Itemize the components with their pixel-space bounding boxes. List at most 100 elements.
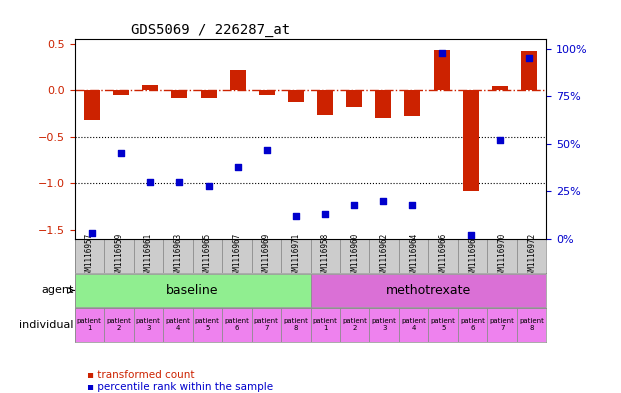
Text: patient
5: patient 5 [431,318,456,331]
Text: GSM1116958: GSM1116958 [321,233,330,279]
Text: GSM1116963: GSM1116963 [173,233,182,279]
Text: patient
1: patient 1 [313,318,338,331]
Text: patient
2: patient 2 [106,318,131,331]
Text: patient
1: patient 1 [77,318,102,331]
Bar [521,51,537,90]
FancyBboxPatch shape [281,308,310,342]
Text: patient
6: patient 6 [224,318,249,331]
Text: patient
8: patient 8 [283,318,308,331]
Text: patient
7: patient 7 [490,318,515,331]
Text: patient
4: patient 4 [401,318,426,331]
Point [407,202,417,208]
Point [175,179,184,185]
Bar [113,90,129,95]
Bar [230,70,246,90]
Text: patient
6: patient 6 [460,318,485,331]
FancyBboxPatch shape [163,239,193,273]
Text: individual: individual [19,320,74,330]
FancyBboxPatch shape [104,239,134,273]
Bar [375,90,391,118]
Text: GSM1116964: GSM1116964 [409,233,418,279]
Text: ▪ transformed count: ▪ transformed count [87,370,194,380]
Text: GSM1116968: GSM1116968 [468,233,477,279]
FancyBboxPatch shape [458,239,487,273]
FancyBboxPatch shape [281,239,310,273]
Point [437,50,446,56]
FancyBboxPatch shape [134,239,163,273]
FancyBboxPatch shape [428,308,458,342]
FancyBboxPatch shape [75,308,104,342]
FancyBboxPatch shape [487,308,517,342]
Text: ▪ percentile rank within the sample: ▪ percentile rank within the sample [87,382,273,392]
FancyBboxPatch shape [75,239,104,273]
Text: GSM1116957: GSM1116957 [85,233,94,279]
Text: GSM1116967: GSM1116967 [232,233,241,279]
Bar [259,90,275,95]
Bar [463,90,479,191]
Text: GSM1116971: GSM1116971 [291,233,300,279]
Text: GSM1116962: GSM1116962 [380,233,389,279]
Text: patient
2: patient 2 [342,318,367,331]
Text: GSM1116960: GSM1116960 [350,233,359,279]
FancyBboxPatch shape [222,308,252,342]
Text: GSM1116969: GSM1116969 [262,233,271,279]
Point [204,183,214,189]
Text: patient
8: patient 8 [519,318,544,331]
Bar [171,90,188,98]
Bar [201,90,217,98]
Point [116,150,126,156]
Bar [142,85,158,90]
FancyBboxPatch shape [487,239,517,273]
FancyBboxPatch shape [517,308,546,342]
Bar [84,90,100,120]
Text: patient
5: patient 5 [195,318,220,331]
Text: agent: agent [42,285,74,296]
Text: baseline: baseline [166,284,219,297]
Text: GDS5069 / 226287_at: GDS5069 / 226287_at [131,23,290,37]
FancyBboxPatch shape [399,239,428,273]
Point [262,147,272,153]
Text: patient
3: patient 3 [372,318,397,331]
Text: GSM1116966: GSM1116966 [439,233,448,279]
Text: patient
7: patient 7 [254,318,279,331]
FancyBboxPatch shape [104,308,134,342]
Bar [404,90,420,116]
Bar [492,86,508,90]
FancyBboxPatch shape [428,239,458,273]
FancyBboxPatch shape [340,239,369,273]
FancyBboxPatch shape [517,239,546,273]
Point [466,232,476,238]
FancyBboxPatch shape [193,239,222,273]
FancyBboxPatch shape [310,239,340,273]
FancyBboxPatch shape [399,308,428,342]
Point [378,198,388,204]
FancyBboxPatch shape [222,239,252,273]
Text: GSM1116961: GSM1116961 [144,233,153,279]
FancyBboxPatch shape [310,308,340,342]
Point [291,213,301,219]
Bar [346,90,362,107]
Point [87,230,97,237]
Text: patient
4: patient 4 [165,318,190,331]
Text: GSM1116972: GSM1116972 [527,233,536,279]
Text: patient
3: patient 3 [136,318,161,331]
Point [524,55,534,61]
Bar [317,90,333,116]
FancyBboxPatch shape [340,308,369,342]
Point [145,179,155,185]
Text: GSM1116959: GSM1116959 [114,233,123,279]
FancyBboxPatch shape [369,308,399,342]
Text: methotrexate: methotrexate [386,284,471,297]
Point [320,211,330,217]
FancyBboxPatch shape [458,308,487,342]
Point [349,202,359,208]
Text: GSM1116965: GSM1116965 [203,233,212,279]
FancyBboxPatch shape [134,308,163,342]
FancyBboxPatch shape [252,239,281,273]
Point [233,163,243,170]
Text: GSM1116970: GSM1116970 [498,233,507,279]
FancyBboxPatch shape [193,308,222,342]
FancyBboxPatch shape [310,274,546,307]
Bar [433,50,450,90]
FancyBboxPatch shape [163,308,193,342]
